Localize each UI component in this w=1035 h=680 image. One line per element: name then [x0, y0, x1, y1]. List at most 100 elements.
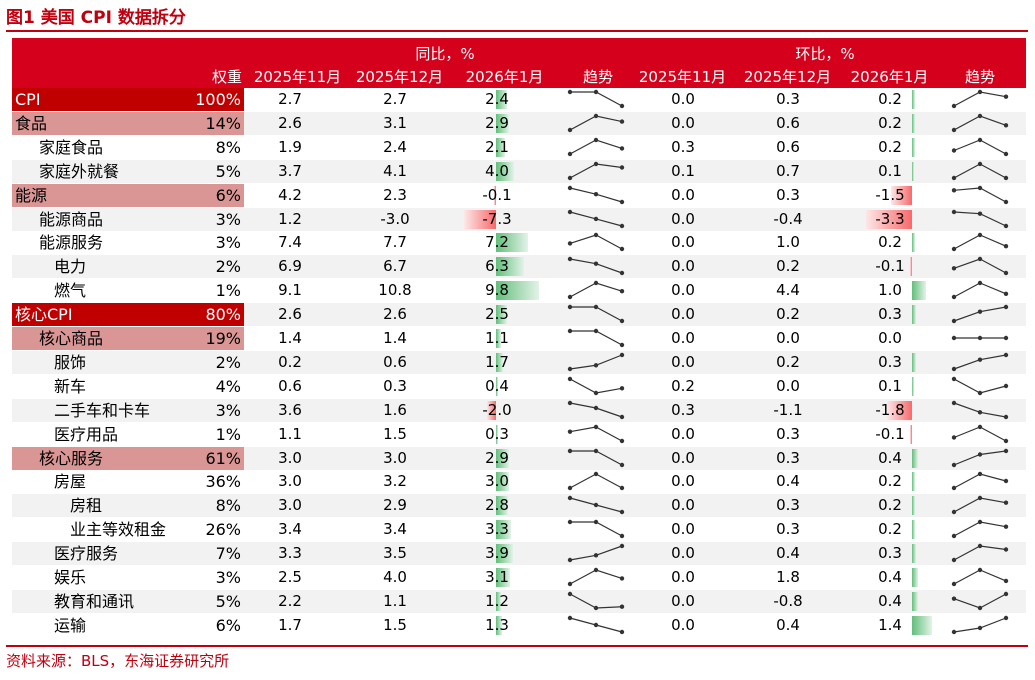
- mom-trend-sparkline-point-2: [977, 309, 983, 314]
- mom-value-1: 0.0: [671, 592, 695, 610]
- yoy-value-1: 9.1: [278, 281, 302, 299]
- yoy-jan-databar: [496, 305, 507, 324]
- row-weight: 2%: [215, 353, 241, 372]
- mom-trend-sparkline-point-3: [1003, 223, 1009, 229]
- mom-trend-sparkline-point-3: [1003, 524, 1009, 529]
- row-weight: 2%: [215, 257, 241, 276]
- mom-jan-databar: [912, 90, 915, 109]
- yoy-jan-databar: [496, 616, 502, 635]
- yoy-value-3: 1.7: [485, 353, 509, 371]
- mom-trend-sparkline-point-2: [977, 410, 983, 415]
- mom-value-3: 0.2: [878, 520, 902, 538]
- yoy-trend-sparkline-point-1: [567, 495, 573, 501]
- mom-jan-databar: [891, 186, 912, 205]
- yoy-value-2: 2.3: [383, 186, 407, 204]
- yoy-trend-sparkline: [567, 113, 625, 133]
- header-yoy-month-1: 2025年11月: [253, 68, 342, 86]
- yoy-jan-databar: [496, 329, 501, 348]
- row-label: 医疗用品: [54, 425, 119, 444]
- mom-trend-sparkline-point-2: [977, 335, 983, 341]
- yoy-value-3: -0.1: [482, 186, 512, 204]
- mom-jan-databar: [912, 472, 915, 491]
- mom-value-3: -1.8: [875, 401, 905, 419]
- mom-trend-sparkline-point-3: [1003, 352, 1009, 358]
- header-yoy-month-2: 2025年12月: [355, 68, 444, 86]
- yoy-trend-sparkline-point-2: [593, 191, 599, 197]
- mom-value-2: 0.0: [776, 377, 800, 395]
- row-band: [12, 590, 1026, 613]
- yoy-value-2: 0.3: [383, 377, 407, 395]
- mom-value-1: 0.0: [671, 329, 695, 347]
- yoy-trend-sparkline-point-1: [567, 485, 573, 491]
- yoy-jan-databar: [496, 520, 511, 539]
- mom-trend-sparkline-point-1: [951, 266, 957, 271]
- yoy-trend-sparkline: [567, 567, 625, 587]
- mom-trend-sparkline-point-1: [951, 294, 957, 300]
- mom-value-3: 0.2: [878, 114, 902, 132]
- yoy-trend-sparkline-point-2: [593, 567, 599, 573]
- mom-jan-databar: [912, 233, 915, 252]
- yoy-value-2: 1.1: [383, 592, 407, 610]
- mom-trend-sparkline-point-2: [977, 390, 983, 396]
- yoy-trend-sparkline-point-1: [567, 151, 573, 157]
- yoy-trend-sparkline: [567, 352, 625, 372]
- row-weight: 5%: [215, 592, 241, 611]
- yoy-value-2: -3.0: [380, 210, 410, 228]
- mom-value-2: 0.4: [776, 472, 800, 490]
- row-label: 教育和通讯: [54, 592, 135, 611]
- mom-trend-sparkline-point-2: [977, 424, 983, 430]
- row-label: 食品: [12, 112, 190, 135]
- row-label: 房屋: [54, 472, 87, 491]
- yoy-trend-sparkline-point-2: [593, 232, 599, 238]
- mom-jan-databar: [912, 377, 914, 396]
- mom-trend-sparkline-point-2: [977, 137, 983, 143]
- mom-value-2: 0.0: [776, 329, 800, 347]
- mom-jan-databar: [886, 401, 912, 420]
- yoy-trend-sparkline: [567, 161, 625, 181]
- yoy-value-3: 2.5: [485, 305, 509, 323]
- mom-trend-sparkline-point-1: [951, 400, 957, 406]
- row-label: CPI: [12, 88, 190, 111]
- yoy-trend-sparkline-point-3: [619, 165, 625, 170]
- yoy-trend-sparkline-point-2: [593, 519, 599, 525]
- row-weight: 6%: [215, 616, 241, 635]
- yoy-value-1: 6.9: [278, 257, 302, 275]
- mom-value-1: 0.0: [671, 305, 695, 323]
- mom-trend-sparkline-point-3: [1003, 304, 1009, 310]
- row-band: [12, 447, 1026, 470]
- mom-trend-sparkline: [951, 304, 1009, 324]
- yoy-jan-databar: [496, 138, 506, 157]
- yoy-value-3: 1.3: [485, 616, 509, 634]
- mom-trend-sparkline-point-1: [951, 127, 957, 133]
- yoy-value-1: 3.0: [278, 472, 302, 490]
- mom-trend-sparkline: [951, 519, 1009, 539]
- yoy-value-1: 1.7: [278, 616, 302, 634]
- yoy-trend-sparkline-point-3: [619, 543, 625, 549]
- mom-trend-sparkline-line: [953, 402, 1007, 418]
- yoy-value-3: 7.2: [485, 233, 509, 251]
- yoy-value-2: 1.5: [383, 425, 407, 443]
- mom-value-1: 0.0: [671, 233, 695, 251]
- yoy-value-3: 2.9: [485, 449, 509, 467]
- yoy-trend-sparkline-point-2: [593, 261, 599, 266]
- mom-value-2: 0.2: [776, 353, 800, 371]
- row-label: 能源商品: [39, 210, 104, 229]
- yoy-value-1: 2.7: [278, 90, 302, 108]
- mom-trend-sparkline-point-2: [977, 232, 983, 238]
- mom-value-1: 0.0: [671, 449, 695, 467]
- mom-trend-sparkline: [951, 567, 1009, 587]
- mom-trend-sparkline-point-2: [977, 605, 983, 611]
- mom-value-3: -0.1: [875, 425, 905, 443]
- yoy-value-1: 0.2: [278, 353, 302, 371]
- yoy-trend-sparkline: [567, 424, 625, 444]
- mom-trend-sparkline-point-1: [951, 175, 957, 181]
- row-label: 能源: [12, 184, 190, 207]
- yoy-jan-databar: [487, 401, 496, 420]
- yoy-trend-sparkline-point-1: [567, 615, 573, 621]
- mom-value-2: 0.3: [776, 90, 800, 108]
- yoy-jan-databar: [494, 186, 496, 205]
- yoy-trend-sparkline-point-2: [593, 280, 599, 286]
- yoy-trend-sparkline-point-2: [593, 553, 599, 558]
- row-weight: 1%: [215, 425, 241, 444]
- mom-value-1: 0.0: [671, 616, 695, 634]
